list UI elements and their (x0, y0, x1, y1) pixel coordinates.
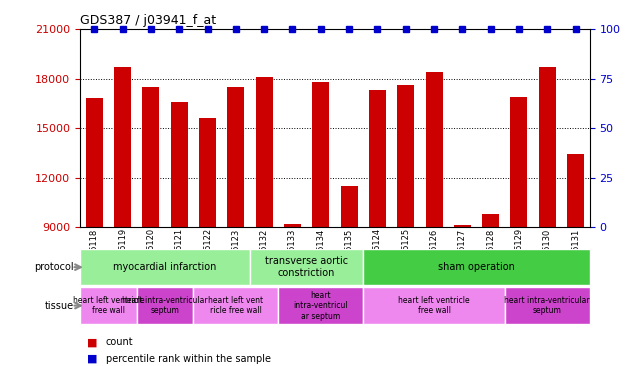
Text: sham operation: sham operation (438, 262, 515, 272)
Text: heart
intra-ventricul
ar septum: heart intra-ventricul ar septum (294, 291, 348, 321)
Bar (142, 87, 160, 227)
Text: ■: ■ (87, 354, 97, 364)
Text: tissue: tissue (45, 300, 74, 311)
Bar (312, 82, 329, 227)
Text: percentile rank within the sample: percentile rank within the sample (106, 354, 271, 364)
Bar (278, 287, 363, 324)
Bar (567, 154, 584, 227)
Bar (114, 67, 131, 227)
Bar (397, 85, 414, 227)
Bar (86, 98, 103, 227)
Text: myocardial infarction: myocardial infarction (113, 262, 217, 272)
Bar (284, 224, 301, 227)
Bar (510, 97, 528, 227)
Bar (426, 72, 442, 227)
Bar (369, 90, 386, 227)
Bar (250, 249, 363, 285)
Bar (363, 249, 590, 285)
Text: transverse aortic
constriction: transverse aortic constriction (265, 256, 348, 278)
Text: heart intra-ventricular
septum: heart intra-ventricular septum (504, 296, 590, 315)
Bar (137, 287, 194, 324)
Text: ■: ■ (87, 337, 97, 347)
Bar (505, 287, 590, 324)
Bar (171, 102, 188, 227)
Text: GDS387 / j03941_f_at: GDS387 / j03941_f_at (80, 14, 216, 27)
Text: heart left ventricle
free wall: heart left ventricle free wall (72, 296, 144, 315)
Bar (228, 87, 244, 227)
Bar (199, 118, 216, 227)
Text: heart left ventricle
free wall: heart left ventricle free wall (398, 296, 470, 315)
Bar (80, 287, 137, 324)
Bar (454, 225, 470, 227)
Text: heart intra-ventricular
septum: heart intra-ventricular septum (122, 296, 208, 315)
Bar (256, 77, 272, 227)
Text: count: count (106, 337, 133, 347)
Bar (80, 249, 250, 285)
Text: protocol: protocol (34, 262, 74, 272)
Text: heart left vent
ricle free wall: heart left vent ricle free wall (208, 296, 263, 315)
Bar (340, 186, 358, 227)
Bar (194, 287, 278, 324)
Bar (363, 287, 505, 324)
Bar (538, 67, 556, 227)
Bar (482, 214, 499, 227)
